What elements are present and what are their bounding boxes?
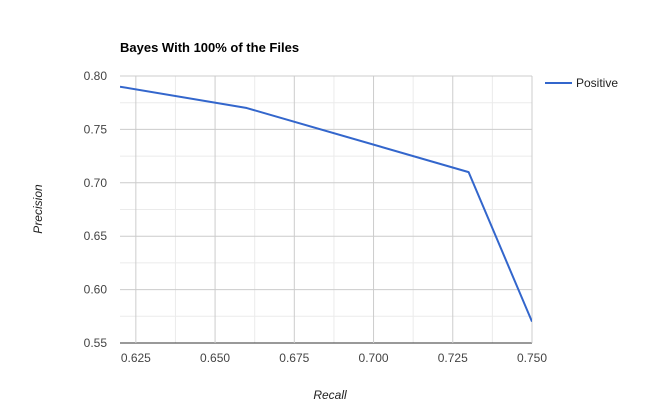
y-tick-label: 0.55 <box>84 336 108 350</box>
y-tick-label: 0.75 <box>84 122 108 136</box>
x-tick-label: 0.625 <box>121 351 151 365</box>
y-axis-ticks: 0.55 0.60 0.65 0.70 0.75 0.80 <box>84 69 108 350</box>
major-gridlines <box>120 75 533 344</box>
y-axis-title: Precision <box>31 184 45 234</box>
chart-title: Bayes With 100% of the Files <box>120 40 299 55</box>
series-layer <box>120 85 532 323</box>
x-tick-label: 0.725 <box>438 351 468 365</box>
x-axis-ticks: 0.625 0.650 0.675 0.700 0.725 0.750 <box>121 351 548 365</box>
x-tick-label: 0.650 <box>200 351 230 365</box>
legend: Positive <box>545 76 618 90</box>
series-line-positive <box>120 85 532 323</box>
x-tick-label: 0.675 <box>279 351 309 365</box>
x-tick-label: 0.750 <box>517 351 547 365</box>
minor-gridlines <box>120 76 532 343</box>
x-axis-title: Recall <box>313 388 347 402</box>
y-tick-label: 0.80 <box>84 69 108 83</box>
x-tick-label: 0.700 <box>359 351 389 365</box>
y-tick-label: 0.60 <box>84 283 108 297</box>
legend-label-positive: Positive <box>576 76 618 90</box>
y-tick-label: 0.65 <box>84 229 108 243</box>
y-tick-label: 0.70 <box>84 176 108 190</box>
